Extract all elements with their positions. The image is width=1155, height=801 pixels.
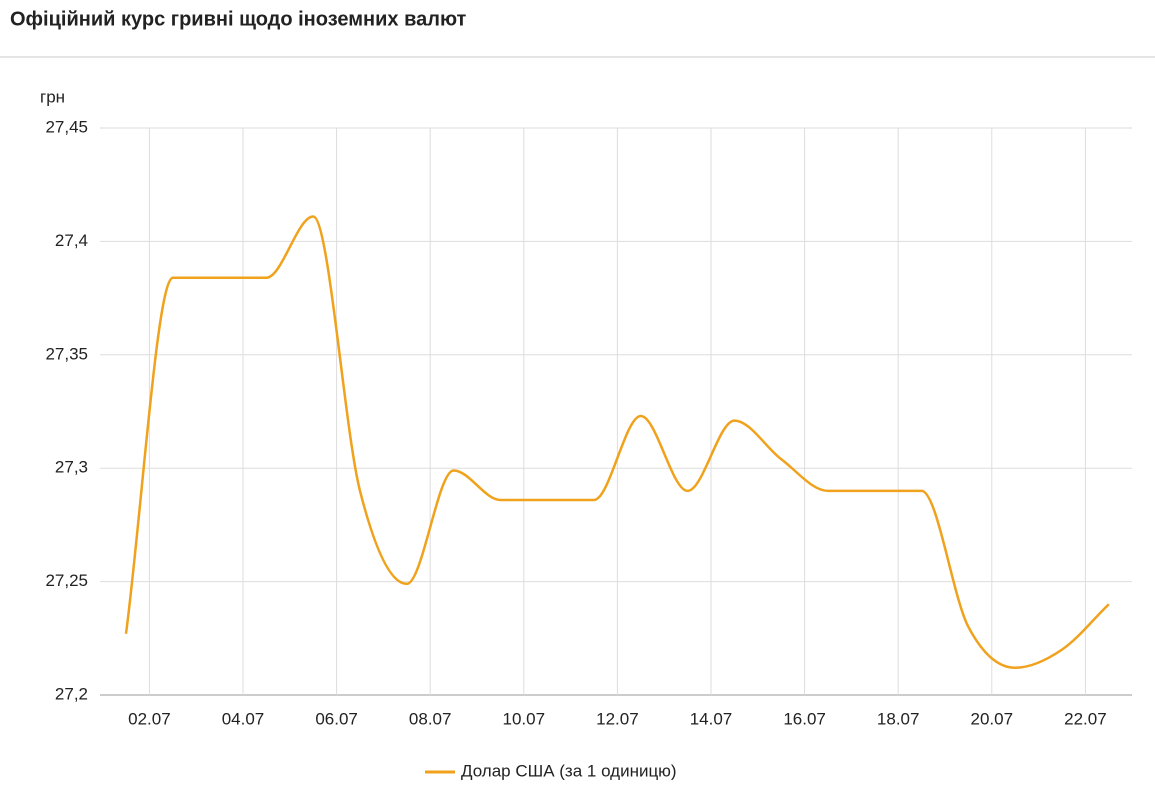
line: [124, 215, 1110, 670]
x-tick-label: 22.07: [1064, 709, 1107, 728]
legend-label: Долар США (за 1 одиницю): [461, 761, 677, 780]
x-tick-label: 18.07: [877, 709, 920, 728]
x-tick-label: 12.07: [596, 709, 639, 728]
x-tick-label: 02.07: [128, 709, 171, 728]
chart-title: Офіційний курс гривні щодо іноземних вал…: [10, 8, 467, 30]
x-tick-label: 06.07: [315, 709, 358, 728]
y-tick-label: 27,45: [45, 117, 88, 136]
y-tick-label: 27,2: [55, 684, 88, 703]
x-tick-label: 10.07: [503, 709, 546, 728]
y-tick-label: 27,4: [55, 231, 88, 250]
x-tick-label: 16.07: [783, 709, 826, 728]
x-tick-label: 04.07: [222, 709, 265, 728]
y-axis-label: грн: [40, 87, 65, 106]
y-tick-label: 27,35: [45, 344, 88, 363]
y-tick-label: 27,25: [45, 571, 88, 590]
y-tick-label: 27,3: [55, 458, 88, 477]
x-tick-label: 08.07: [409, 709, 452, 728]
x-tick-label: 14.07: [690, 709, 733, 728]
x-tick-label: 20.07: [971, 709, 1014, 728]
header-border: [0, 56, 1155, 58]
